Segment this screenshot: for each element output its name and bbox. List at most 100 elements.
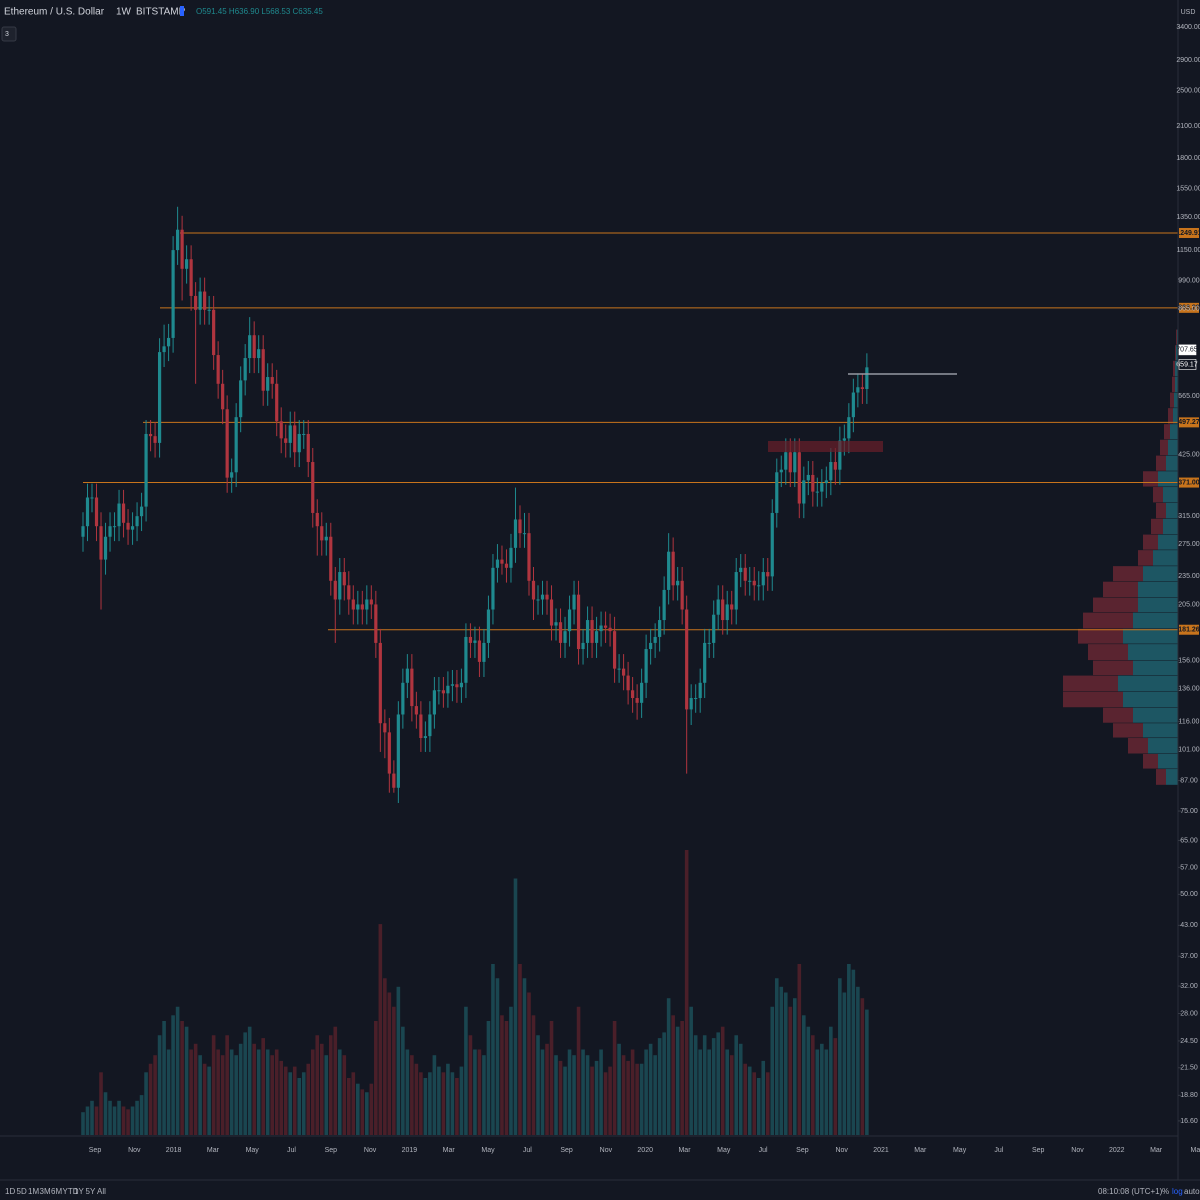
profile-down (1151, 518, 1163, 535)
profile-down (1088, 644, 1128, 661)
x-tick-label: Mar (678, 1147, 691, 1154)
x-tick-label: May (717, 1147, 731, 1154)
y-tick-label: 2500.00 (1176, 87, 1200, 94)
profile-down (1173, 360, 1175, 377)
x-tick-label: Nov (600, 1147, 613, 1154)
profile-up (1133, 612, 1178, 629)
candle-body (117, 503, 121, 527)
candle-body (139, 506, 144, 517)
percent-toggle[interactable]: % (1162, 1187, 1169, 1196)
candle-body (99, 526, 103, 560)
candle-body (257, 349, 261, 359)
clock: 08:10:08 (UTC+1) (1098, 1187, 1163, 1196)
candle-body (432, 690, 436, 715)
volume-bar (531, 1015, 536, 1135)
price-tag (1178, 344, 1197, 356)
candle-body (189, 259, 193, 296)
volume-bar (689, 1006, 693, 1135)
volume-bar (306, 1063, 311, 1135)
y-tick-label: 235.00 (1178, 573, 1200, 580)
y-tick-label: 156.00 (1178, 657, 1200, 664)
candle-body (545, 594, 549, 600)
profile-down (1143, 471, 1158, 487)
volume-bar (648, 1043, 653, 1135)
candle-body (721, 599, 725, 621)
volume-bar (581, 1049, 585, 1135)
volume-bar (283, 1066, 288, 1135)
candle-body (847, 417, 851, 439)
candle-body (468, 636, 473, 643)
profile-up (1163, 518, 1178, 535)
candle-body (712, 614, 716, 643)
volume-bar (365, 1092, 369, 1135)
range-button[interactable]: YTD (63, 1187, 79, 1196)
profile-down (1128, 738, 1148, 754)
level-tag (1179, 417, 1199, 428)
range-button[interactable]: 6M (51, 1187, 62, 1196)
volume-bar (410, 1055, 414, 1135)
profile-down (1143, 754, 1158, 769)
y-tick-label: 57.00 (1180, 864, 1198, 871)
volume-bar (662, 1032, 666, 1135)
y-tick-label: 1800.00 (1176, 155, 1200, 162)
volume-profile (1063, 329, 1178, 785)
price-label: 659.17 (1176, 361, 1198, 368)
range-button[interactable]: 1M (28, 1187, 39, 1196)
volume-bar (279, 1060, 284, 1135)
candle-body (482, 642, 486, 662)
profile-down (1160, 439, 1168, 456)
indicator-count[interactable]: 3 (5, 31, 9, 38)
x-tick-label: Nov (1071, 1147, 1084, 1154)
candle-body (288, 425, 292, 443)
range-button[interactable]: 5Y (86, 1187, 96, 1196)
price-axis: 3400.00 2900.00 2500.00 2100.00 1800.00 1550.… (1176, 24, 1200, 1125)
range-button[interactable]: 1Y (74, 1187, 84, 1196)
candle-body (180, 229, 184, 269)
volume-bar (428, 1072, 432, 1135)
candle-body (387, 732, 391, 774)
candle-body (572, 594, 576, 610)
time-axis: Sep Nov 2018 Mar May Jul Sep Nov 2019 Mar May Jul Se… (89, 1147, 1200, 1154)
profile-down (1168, 408, 1173, 424)
volume-bar (590, 1066, 594, 1135)
candle-body (563, 631, 567, 643)
profile-up (1133, 660, 1178, 676)
range-button[interactable]: 5D (17, 1187, 27, 1196)
candle-body (324, 536, 328, 541)
candle-body (707, 642, 711, 644)
range-button[interactable]: All (97, 1187, 106, 1196)
auto-toggle[interactable]: auto (1184, 1187, 1200, 1196)
volume-bar (446, 1063, 450, 1135)
status-icon (180, 6, 184, 16)
range-button[interactable]: 3M (40, 1187, 51, 1196)
profile-up (1148, 738, 1178, 754)
y-tick-label: 990.00 (1178, 278, 1200, 285)
candle-body (585, 620, 590, 643)
profile-up (1138, 597, 1178, 613)
volume-bar (351, 1072, 356, 1135)
log-toggle[interactable]: log (1172, 1187, 1183, 1196)
indicator-toggle[interactable] (1, 26, 17, 42)
volume-bar (265, 1049, 270, 1135)
volume-bar (108, 1100, 112, 1135)
profile-up (1123, 628, 1178, 644)
candle-body (216, 355, 220, 384)
volume-bar (207, 1066, 211, 1135)
candle-body (788, 452, 792, 473)
profile-up (1174, 392, 1178, 408)
candle-body (612, 631, 617, 669)
profile-down (1164, 424, 1170, 440)
volume-bar (401, 1026, 405, 1135)
candle-body (297, 433, 301, 453)
candle-body (162, 346, 166, 353)
candle-body (320, 526, 324, 541)
candle-body (396, 714, 400, 788)
level-label: 868.29 (1178, 305, 1200, 312)
volume-bar (482, 1055, 486, 1135)
volume-bar (558, 1060, 563, 1135)
profile-up (1166, 502, 1178, 519)
candle-body (734, 572, 738, 610)
candle-body (185, 259, 189, 269)
range-button[interactable]: 1D (5, 1187, 15, 1196)
candle-body (698, 682, 702, 699)
